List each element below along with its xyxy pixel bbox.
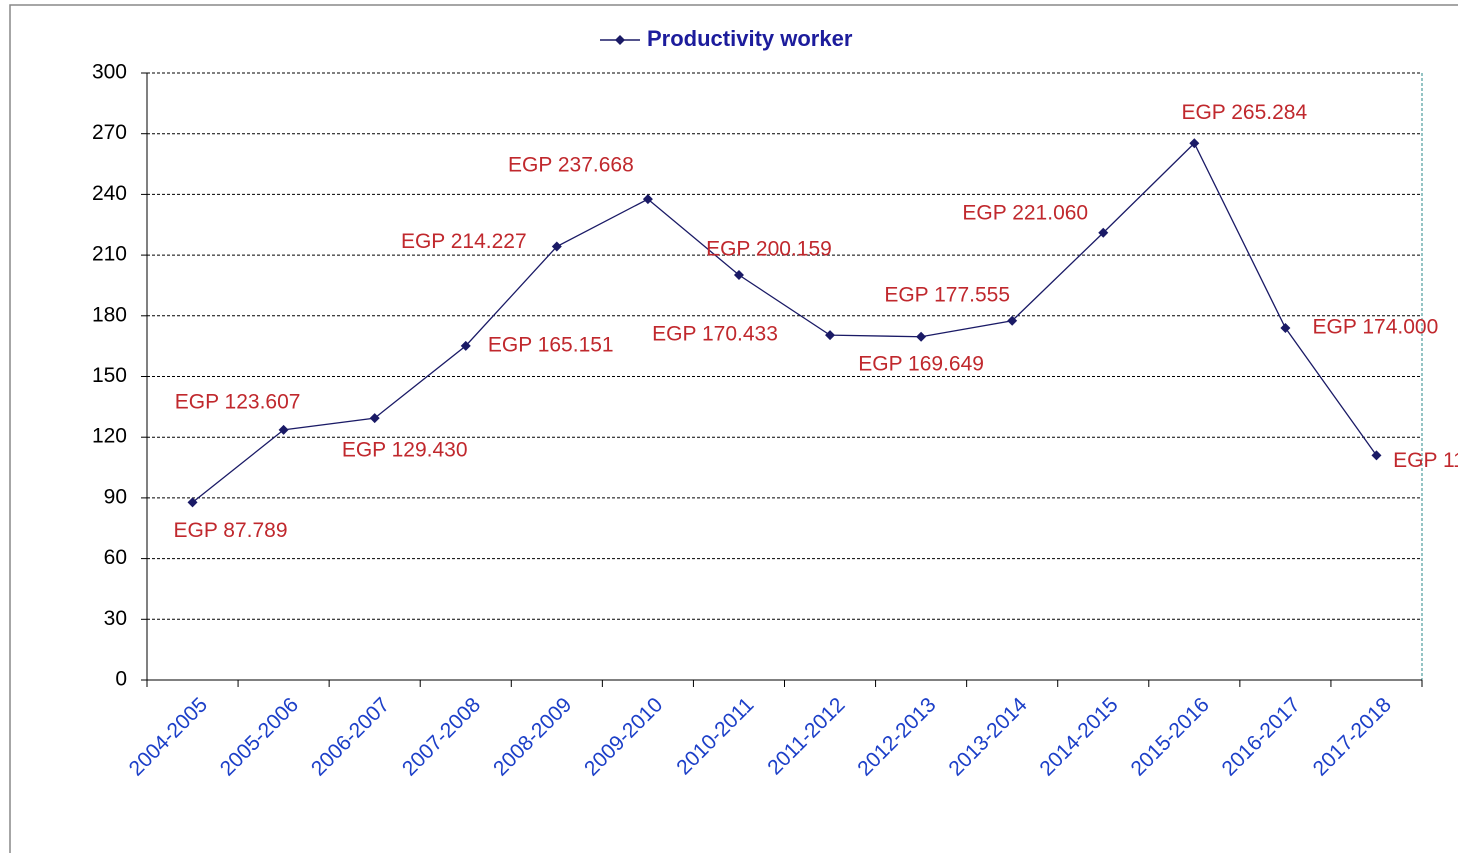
legend-marker	[615, 35, 625, 45]
y-tick-label: 0	[115, 668, 127, 691]
data-point	[460, 340, 471, 351]
series-line	[192, 142, 1377, 503]
data-point	[369, 413, 380, 424]
y-tick-label: 270	[92, 121, 127, 144]
data-point	[916, 331, 927, 342]
data-label: EGP 170.433	[652, 323, 778, 346]
data-point	[278, 424, 289, 435]
y-tick-label: 30	[104, 607, 127, 630]
y-tick-label: 240	[92, 182, 127, 205]
y-tick-label: 150	[92, 364, 127, 387]
data-label: EGP 221.060	[962, 201, 1088, 224]
data-label: EGP 200.159	[706, 238, 832, 261]
data-point	[1007, 315, 1018, 326]
y-tick-label: 300	[92, 61, 127, 84]
chart-frame	[9, 4, 1458, 853]
data-point	[1371, 450, 1382, 461]
data-point	[187, 497, 198, 508]
data-label: EGP 169.649	[858, 352, 984, 375]
data-label: EGP 177.555	[884, 283, 1010, 306]
data-label: EGP 87.789	[174, 519, 288, 542]
y-tick-label: 210	[92, 243, 127, 266]
data-point	[1098, 227, 1109, 238]
data-label: EGP 174.000	[1313, 315, 1439, 338]
y-tick-label: 120	[92, 425, 127, 448]
data-point	[825, 330, 836, 341]
data-label: EGP 237.668	[508, 154, 634, 177]
data-label: EGP 123.607	[175, 390, 301, 413]
y-tick-label: 60	[104, 546, 127, 569]
data-point	[1189, 138, 1200, 149]
data-label: EGP 214.227	[401, 230, 527, 253]
data-point	[642, 194, 653, 205]
data-point	[733, 270, 744, 281]
data-point	[551, 241, 562, 252]
data-point	[1280, 322, 1291, 333]
y-tick-label: 90	[104, 485, 127, 508]
data-label: EGP 129.430	[342, 439, 468, 462]
legend-label: Productivity worker	[647, 26, 853, 51]
y-tick-label: 180	[92, 303, 127, 326]
data-label: EGP 165.151	[488, 333, 614, 356]
data-label: EGP 111.000	[1393, 449, 1458, 472]
data-label: EGP 265.284	[1181, 101, 1307, 124]
